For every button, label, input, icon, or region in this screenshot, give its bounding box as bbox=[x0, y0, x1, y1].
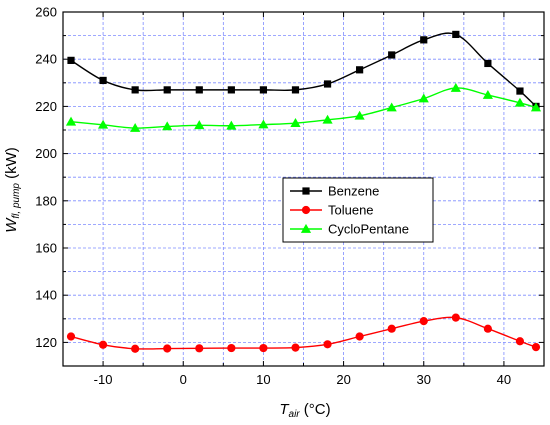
data-point-triangle bbox=[97, 119, 109, 129]
data-point-triangle bbox=[354, 110, 365, 120]
x-tick-label: 0 bbox=[180, 372, 187, 387]
data-point-square bbox=[67, 56, 75, 64]
data-point-square bbox=[163, 86, 171, 94]
x-tick-label: -10 bbox=[94, 372, 113, 387]
data-point-triangle bbox=[482, 89, 493, 99]
data-point-circle bbox=[531, 343, 541, 352]
data-point-square bbox=[516, 87, 524, 95]
data-point-triangle bbox=[65, 116, 77, 126]
data-point-circle bbox=[131, 344, 140, 353]
data-point-circle bbox=[291, 343, 300, 352]
data-point-square bbox=[227, 86, 235, 94]
y-tick-label: 240 bbox=[35, 52, 57, 67]
data-point-square bbox=[195, 86, 203, 94]
y-tick-label: 180 bbox=[35, 193, 57, 208]
data-point-triangle bbox=[290, 118, 301, 127]
data-point-square bbox=[484, 59, 492, 68]
legend: Benzene Toluene CycloPentane bbox=[282, 177, 434, 243]
y-tick-label: 220 bbox=[35, 99, 57, 114]
x-tick-label: 20 bbox=[336, 372, 350, 387]
x-tick-label: 10 bbox=[256, 372, 270, 387]
data-point-triangle bbox=[226, 120, 237, 130]
data-point-triangle bbox=[162, 121, 173, 131]
data-point-triangle bbox=[386, 102, 397, 112]
data-point-circle bbox=[323, 340, 332, 349]
data-point-circle bbox=[515, 337, 525, 346]
data-point-triangle bbox=[530, 102, 542, 112]
data-point-triangle bbox=[300, 223, 312, 233]
data-point-square bbox=[323, 80, 332, 88]
data-point-square bbox=[291, 86, 300, 94]
data-point-square bbox=[99, 76, 107, 85]
legend-item-cyclopentane: CycloPentane bbox=[290, 222, 409, 237]
data-point-circle bbox=[259, 343, 268, 353]
axis-ticks: -10 0 10 20 30 40 120 140 160 180 200 220 240 260 bbox=[35, 5, 545, 387]
legend-label: Toluene bbox=[328, 203, 374, 218]
legend-item-toluene: Toluene bbox=[290, 203, 374, 218]
legend-item-benzene: Benzene bbox=[290, 184, 379, 199]
legend-label: CycloPentane bbox=[328, 222, 409, 237]
data-point-circle bbox=[98, 340, 108, 349]
data-point-circle bbox=[227, 343, 236, 353]
data-point-triangle bbox=[418, 93, 429, 103]
x-tick-label: 40 bbox=[497, 372, 511, 387]
data-point-square bbox=[356, 66, 364, 74]
series-line bbox=[70, 32, 537, 107]
data-point-square bbox=[388, 51, 396, 59]
legend-label: Benzene bbox=[328, 184, 379, 199]
series-toluene bbox=[66, 313, 541, 353]
data-point-circle bbox=[195, 344, 204, 353]
series-cyclopentane bbox=[65, 82, 542, 132]
y-tick-label: 260 bbox=[35, 5, 57, 20]
data-point-triangle bbox=[514, 97, 526, 107]
data-point-triangle bbox=[194, 120, 205, 130]
data-point-square bbox=[452, 30, 460, 39]
data-point-circle bbox=[387, 324, 396, 333]
x-tick-label: 30 bbox=[417, 372, 431, 387]
data-point-circle bbox=[66, 332, 76, 341]
data-point-square bbox=[131, 86, 139, 94]
y-tick-label: 120 bbox=[35, 335, 57, 350]
data-point-circle bbox=[451, 313, 460, 322]
data-point-triangle bbox=[258, 119, 269, 129]
data-point-circle bbox=[419, 317, 428, 326]
series-line bbox=[70, 316, 537, 350]
y-axis-label: Wfl, pump (kW) bbox=[3, 147, 22, 233]
series-line bbox=[70, 87, 537, 129]
data-point-circle bbox=[355, 332, 364, 341]
series-benzene bbox=[67, 30, 540, 110]
y-tick-label: 140 bbox=[35, 288, 57, 303]
data-point-circle bbox=[163, 344, 172, 353]
data-point-triangle bbox=[322, 114, 333, 124]
data-point-circle bbox=[301, 205, 311, 215]
series-layer bbox=[65, 30, 542, 353]
data-point-circle bbox=[483, 324, 492, 333]
data-point-square bbox=[259, 86, 268, 94]
data-point-square bbox=[420, 36, 428, 44]
data-point-triangle bbox=[130, 123, 141, 132]
y-tick-label: 200 bbox=[35, 146, 57, 161]
x-axis-label: Tair (°C) bbox=[279, 401, 330, 420]
data-point-square bbox=[302, 187, 310, 195]
data-point-triangle bbox=[450, 82, 461, 92]
y-tick-label: 160 bbox=[35, 241, 57, 256]
